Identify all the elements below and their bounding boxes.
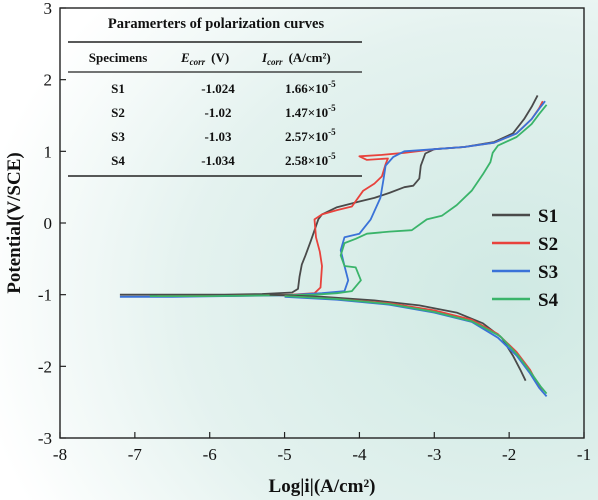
ecorr-subscript: corr: [190, 57, 206, 67]
icorr-mantissa: 2.57×10: [285, 129, 328, 144]
icorr-exponent: -5: [328, 151, 336, 161]
table-cell-specimen: S1: [111, 81, 125, 96]
legend-label-s1: S1: [538, 206, 558, 227]
icorr-mantissa: 1.47×10: [285, 105, 328, 120]
y-tick-label: -1: [38, 286, 52, 305]
y-tick-label: 0: [44, 214, 53, 233]
legend: S1 S2 S3 S4: [492, 206, 559, 311]
table-cell-ecorr: -1.024: [201, 81, 235, 96]
ecorr-symbol: E: [180, 50, 190, 65]
icorr-exponent: -5: [328, 127, 336, 137]
x-tick-label: -1: [577, 445, 591, 464]
table-cell-ecorr: -1.03: [204, 129, 232, 144]
series-line-s4: [284, 295, 548, 395]
x-tick-label: -3: [427, 445, 441, 464]
table-cell-icorr: 2.58×10-5: [285, 151, 336, 168]
table-cell-icorr: 1.47×10-5: [285, 103, 336, 120]
series-line-s1: [269, 293, 527, 382]
table-cell-icorr: 2.57×10-5: [285, 127, 336, 144]
x-tick-label: -2: [502, 445, 516, 464]
legend-label-s2: S2: [538, 234, 558, 255]
icorr-mantissa: 1.66×10: [285, 81, 328, 96]
table-header-specimens: Specimens: [89, 50, 148, 65]
series-group: [119, 94, 548, 397]
table-title: Paramerters of polarization curves: [108, 16, 325, 32]
table-cell-ecorr: -1.02: [204, 105, 231, 120]
table-cell-specimen: S2: [111, 105, 125, 120]
icorr-subscript: corr: [267, 57, 283, 67]
y-tick-label: 2: [44, 71, 53, 90]
ecorr-unit: (V): [211, 50, 229, 65]
table-cell-ecorr: -1.034: [201, 153, 235, 168]
table-header-ecorr: Ecorr (V): [180, 50, 229, 67]
icorr-symbol: I: [261, 50, 268, 65]
icorr-exponent: -5: [328, 79, 336, 89]
y-tick-label: 3: [44, 0, 53, 18]
legend-label-s3: S3: [538, 262, 558, 283]
icorr-exponent: -5: [328, 103, 336, 113]
table-cell-icorr: 1.66×10-5: [285, 79, 336, 96]
series-line-s3: [119, 100, 546, 298]
parameters-table: Paramerters of polarization curves Specim…: [68, 16, 362, 177]
icorr-unit: (A/cm²): [289, 50, 331, 65]
x-tick-label: -6: [203, 445, 217, 464]
icorr-mantissa: 2.58×10: [285, 153, 328, 168]
x-tick-label: -5: [277, 445, 291, 464]
x-tick-label: -8: [53, 445, 67, 464]
x-tick-label: -7: [128, 445, 143, 464]
x-axis-title: Log|i|(A/cm²): [269, 476, 376, 497]
series-line-s4: [149, 104, 548, 297]
y-axis-title: Potential(V/SCE): [4, 152, 25, 293]
axes: -8 -7 -6 -5 -4 -3 -2 -1 -3 -2 -1 0 1 2 3: [38, 0, 591, 464]
table-header-icorr: Icorr (A/cm²): [261, 50, 331, 67]
y-tick-label: -3: [38, 429, 52, 448]
table-cell-specimen: S3: [111, 129, 125, 144]
table-cell-specimen: S4: [111, 153, 125, 168]
y-tick-label: 1: [44, 142, 53, 161]
y-tick-label: -2: [38, 357, 52, 376]
legend-label-s4: S4: [538, 290, 559, 311]
x-tick-label: -4: [352, 445, 367, 464]
